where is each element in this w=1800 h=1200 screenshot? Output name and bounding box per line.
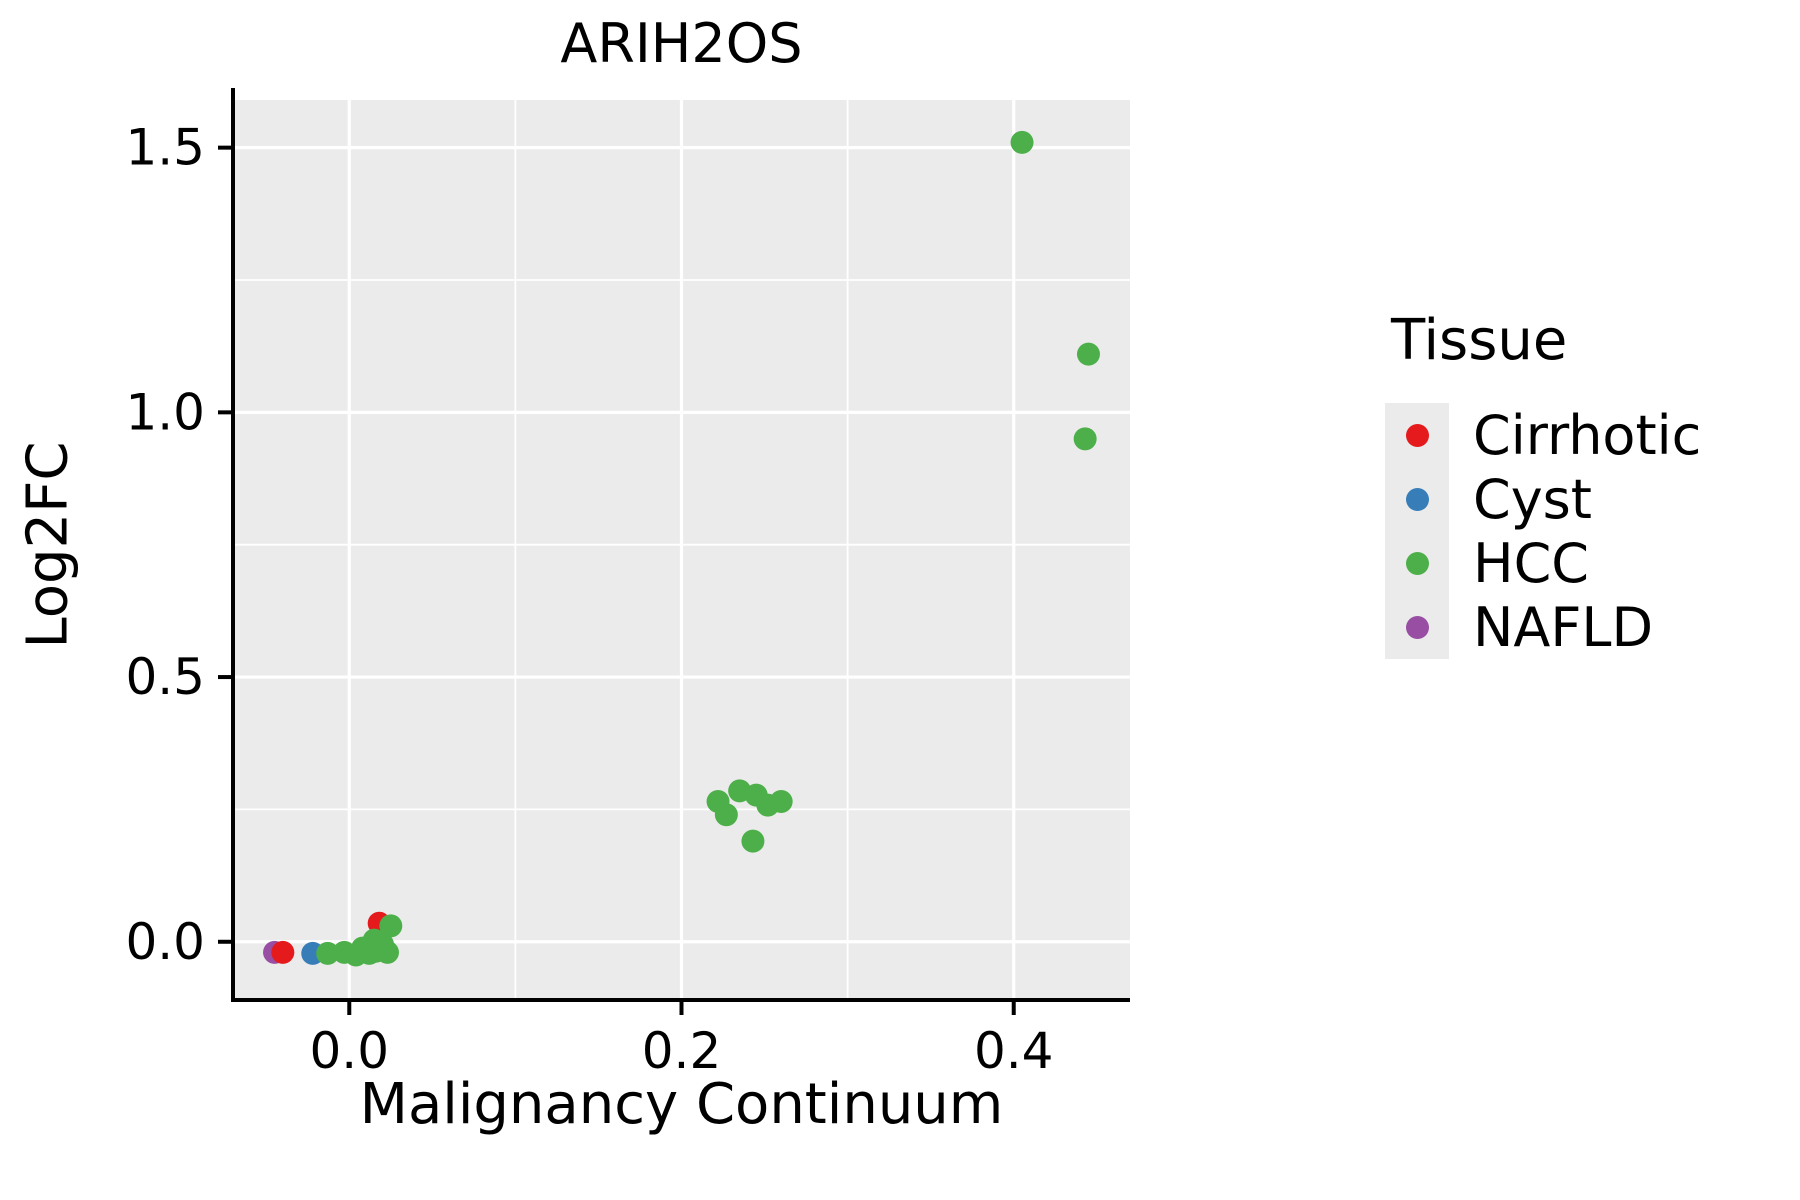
point-hcc: [1073, 427, 1097, 451]
point-hcc: [316, 941, 340, 965]
point-hcc: [741, 829, 765, 853]
point-hcc: [379, 914, 403, 938]
point-hcc: [769, 789, 793, 813]
legend-dot-icon: [1405, 487, 1429, 511]
point-hcc: [714, 803, 738, 827]
point-hcc: [1010, 130, 1034, 154]
y-tick-label: 1.0: [125, 383, 205, 441]
y-tick-label: 0.0: [125, 913, 205, 971]
legend-dot-icon: [1405, 615, 1429, 639]
y-tick-label: 0.5: [125, 648, 205, 706]
x-tick-label: 0.4: [974, 1022, 1054, 1080]
point-cirrhotic: [271, 940, 295, 964]
legend-item-cirrhotic: Cirrhotic: [1385, 403, 1701, 467]
legend-item-cyst: Cyst: [1385, 467, 1701, 531]
chart-title: ARIH2OS: [560, 12, 803, 75]
legend-item-label: Cyst: [1473, 467, 1592, 531]
legend-item-label: NAFLD: [1473, 595, 1654, 659]
point-hcc: [362, 928, 386, 952]
legend-key-swatch: [1385, 595, 1449, 659]
x-axis-label: Malignancy Continuum: [359, 1072, 1004, 1137]
legend-items: Cirrhotic Cyst HCC NAFLD: [1385, 403, 1701, 659]
legend-title: Tissue: [1391, 308, 1568, 373]
legend-dot-icon: [1405, 551, 1429, 575]
legend-item-label: Cirrhotic: [1473, 403, 1702, 467]
y-tick-label: 1.5: [125, 119, 205, 177]
legend: Tissue Cirrhotic Cyst HCC NAFLD: [1385, 308, 1701, 659]
point-hcc: [1076, 342, 1100, 366]
x-tick-label: 0.0: [310, 1022, 390, 1080]
legend-key-swatch: [1385, 531, 1449, 595]
legend-item-label: HCC: [1473, 531, 1590, 595]
legend-item-hcc: HCC: [1385, 531, 1701, 595]
x-tick-label: 0.2: [642, 1022, 722, 1080]
legend-key-swatch: [1385, 403, 1449, 467]
legend-dot-icon: [1405, 423, 1429, 447]
legend-key-swatch: [1385, 467, 1449, 531]
legend-item-nafld: NAFLD: [1385, 595, 1701, 659]
